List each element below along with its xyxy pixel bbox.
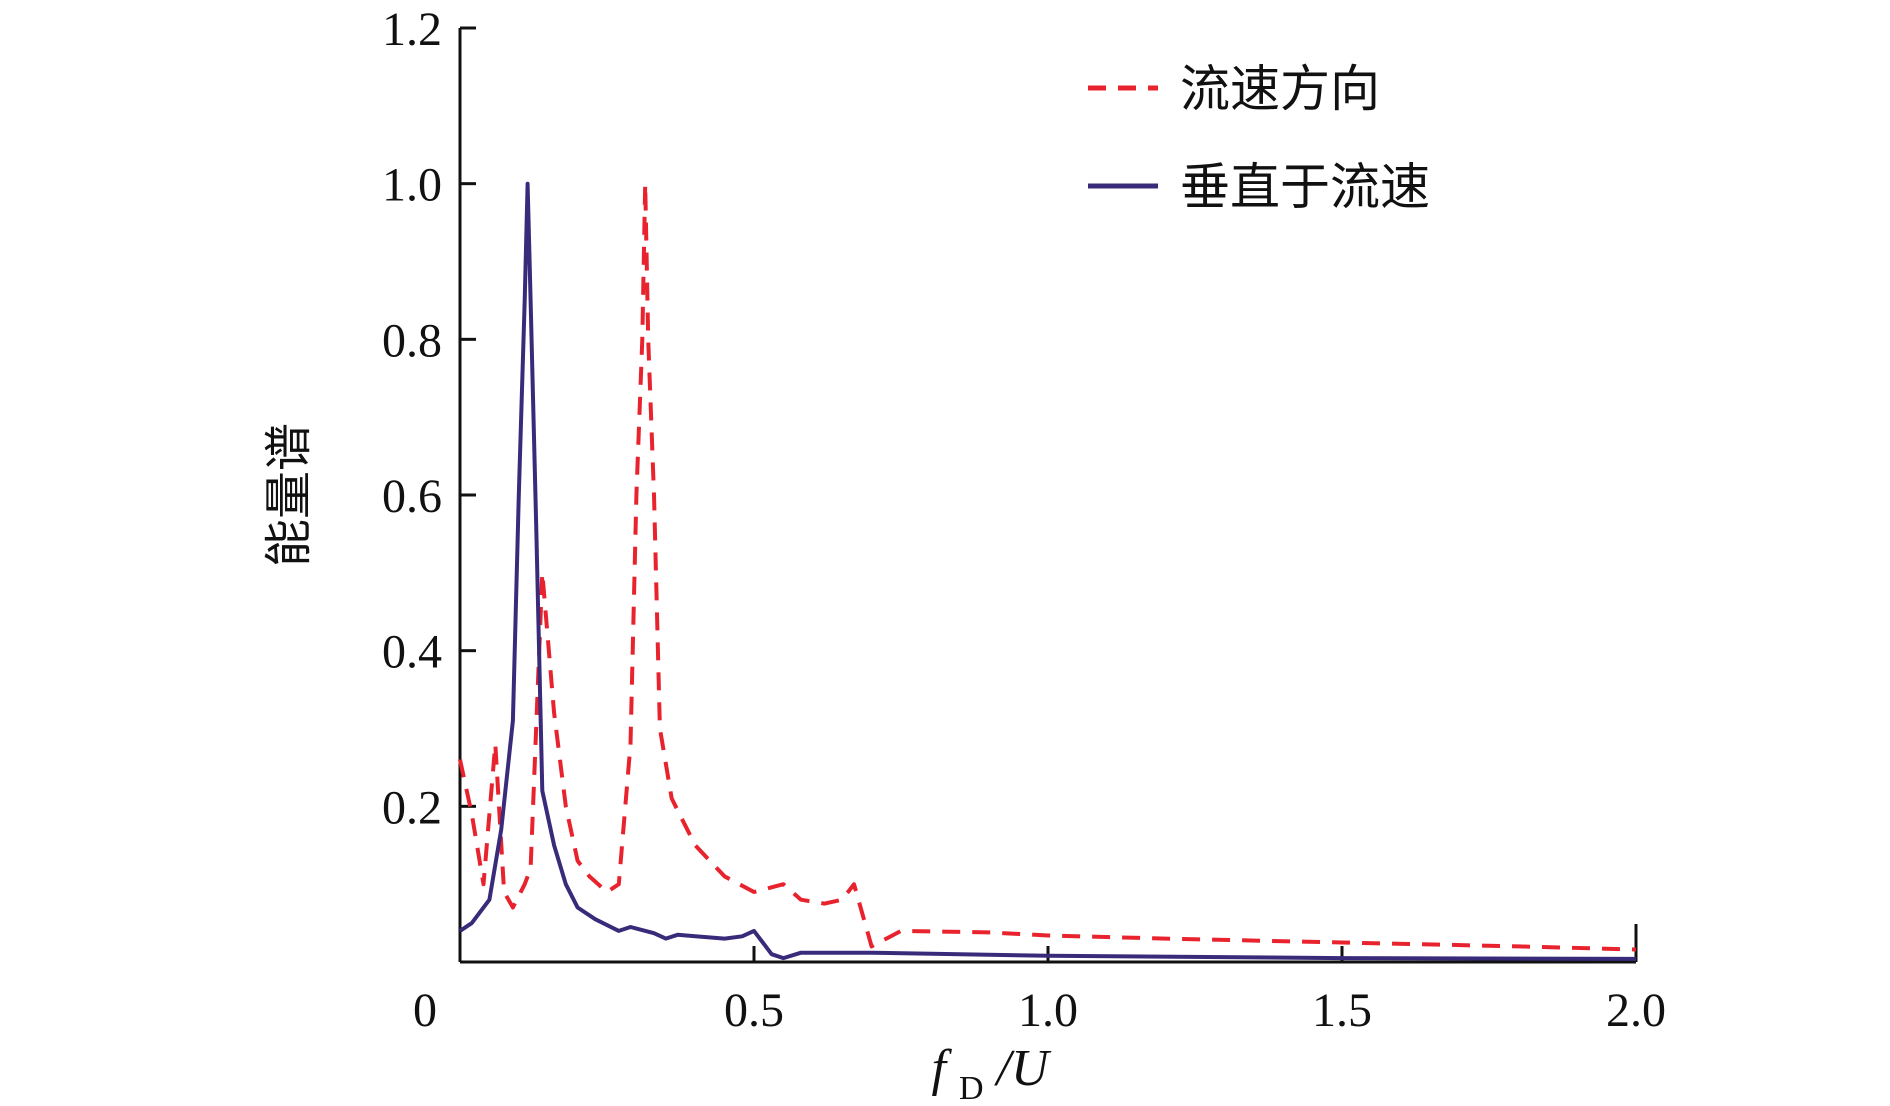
series-line-solid (458, 181, 1637, 961)
y-tick-label: 1.2 (382, 3, 442, 56)
x-tick-label: 2.0 (1606, 984, 1666, 1037)
y-tick-label: 1.0 (382, 159, 442, 212)
legend: 流速方向 垂直于流速 (1088, 60, 1430, 216)
y-axis-title: 能量谱 (261, 423, 317, 567)
y-tick-label: 0.8 (382, 314, 442, 367)
x-tick-label: 0.5 (724, 984, 784, 1037)
ticks: 0.2 0.4 0.6 0.8 1.0 1.2 0 0.5 1.0 1.5 2.0 (382, 3, 1666, 1037)
legend-item-dashed: 流速方向 (1088, 60, 1380, 118)
x-tick-label: 1.5 (1312, 984, 1372, 1037)
y-tick-label: 0.4 (382, 626, 442, 679)
legend-item-solid: 垂直于流速 (1088, 158, 1430, 216)
x-tick-label: 0 (413, 984, 437, 1037)
legend-label-dashed: 流速方向 (1180, 60, 1380, 118)
legend-label-solid: 垂直于流速 (1180, 158, 1430, 216)
x-axis-title: f D /U (931, 1040, 1051, 1106)
x-axis-title-main: f (931, 1040, 952, 1097)
x-tick-label: 1.0 (1018, 984, 1078, 1037)
series-layer (458, 181, 1637, 961)
x-axis-title-rest: /U (994, 1040, 1052, 1097)
y-tick-label: 0.2 (382, 781, 442, 834)
x-axis-title-subscript: D (959, 1070, 984, 1106)
y-tick-label: 0.6 (382, 470, 442, 523)
series-line-dashed (458, 181, 1637, 952)
